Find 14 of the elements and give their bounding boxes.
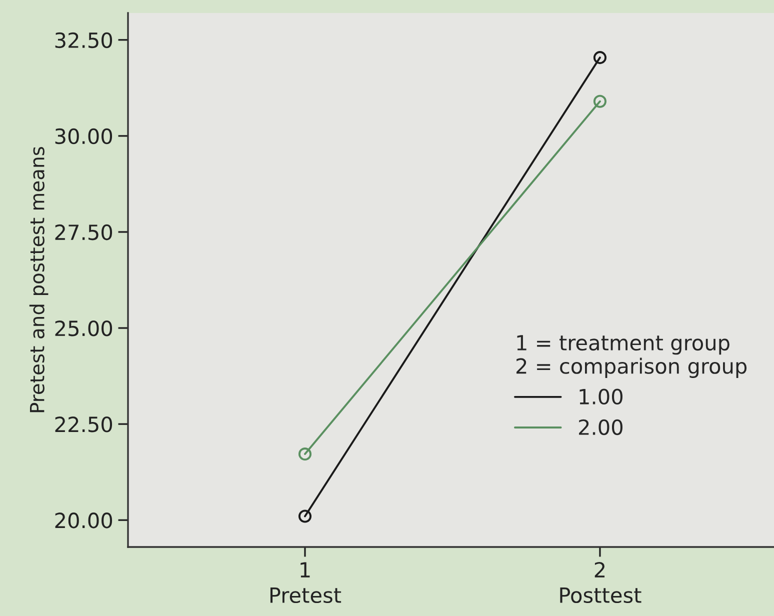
y-tick-label: 30.00	[55, 128, 112, 144]
legend-title: 1 = treatment group 2 = comparison group	[516, 335, 747, 378]
y-axis-title: Pretest and posttest means	[29, 146, 48, 412]
y-tick-label: 22.50	[55, 416, 112, 432]
legend-label: 1.00	[580, 388, 622, 405]
x-tick-label: 2	[594, 562, 605, 578]
y-tick-label: 32.50	[55, 32, 112, 48]
y-tick-label: 27.50	[55, 224, 112, 240]
y-tick-label: 25.00	[55, 320, 112, 336]
text: Posttest	[560, 588, 642, 604]
text: Pretest	[270, 588, 342, 604]
x-tick-label: 1	[300, 562, 310, 578]
y-tick-label: 20.00	[55, 512, 112, 528]
legend-label: 2.00	[578, 419, 622, 436]
